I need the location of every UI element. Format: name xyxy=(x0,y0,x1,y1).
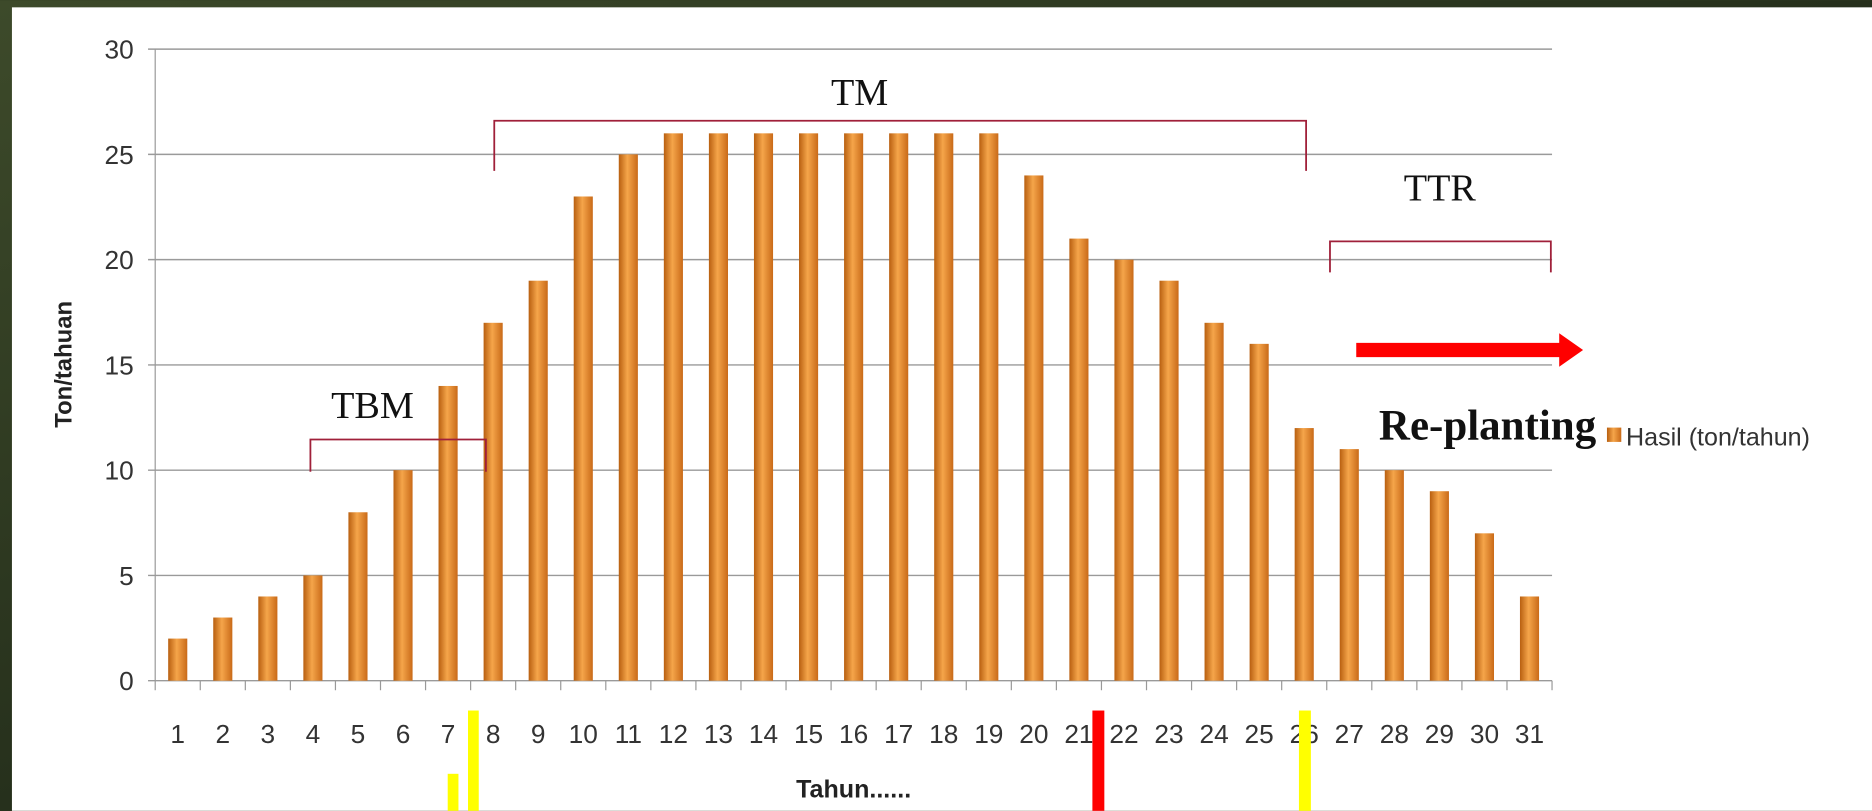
page: 0510152025301234567891011121314151617181… xyxy=(0,0,1872,811)
x-tick-label: 25 xyxy=(1245,719,1274,749)
bar xyxy=(1475,533,1494,680)
marker xyxy=(1092,711,1104,811)
bar xyxy=(619,154,638,680)
bar xyxy=(258,596,277,680)
bar xyxy=(1069,239,1088,681)
bar xyxy=(709,133,728,680)
bar xyxy=(934,133,953,680)
bar xyxy=(393,470,412,681)
y-tick-label: 15 xyxy=(105,350,134,380)
y-tick-label: 30 xyxy=(105,35,134,65)
x-tick-label: 16 xyxy=(839,719,868,749)
bar xyxy=(213,618,232,681)
x-tick-label: 30 xyxy=(1470,719,1499,749)
y-tick-label: 20 xyxy=(105,245,134,275)
bar xyxy=(574,196,593,680)
y-tick-label: 5 xyxy=(119,561,134,591)
x-tick-label: 23 xyxy=(1154,719,1183,749)
x-tick-label: 22 xyxy=(1109,719,1138,749)
marker xyxy=(468,711,479,811)
x-tick-label: 8 xyxy=(486,719,501,749)
bar xyxy=(439,386,458,681)
bar xyxy=(1114,260,1133,681)
tbm-label: TBM xyxy=(331,385,414,427)
x-tick-label: 4 xyxy=(306,719,321,749)
x-tick-label: 19 xyxy=(974,719,1003,749)
chart: 0510152025301234567891011121314151617181… xyxy=(0,0,1872,811)
bar xyxy=(844,133,863,680)
marker xyxy=(448,774,459,811)
x-axis-label: Tahun...... xyxy=(796,776,911,804)
x-tick-label: 12 xyxy=(659,719,688,749)
x-tick-label: 17 xyxy=(884,719,913,749)
tm-label: TM xyxy=(831,72,888,114)
bar xyxy=(1159,281,1178,681)
marker xyxy=(1299,711,1311,811)
x-tick-label: 28 xyxy=(1380,719,1409,749)
x-tick-label: 5 xyxy=(351,719,366,749)
replanting-label: Re-planting xyxy=(1379,403,1597,450)
x-tick-label: 3 xyxy=(261,719,276,749)
x-tick-label: 1 xyxy=(170,719,185,749)
bar xyxy=(664,133,683,680)
x-tick-label: 9 xyxy=(531,719,546,749)
bar xyxy=(1295,428,1314,681)
x-tick-label: 14 xyxy=(749,719,778,749)
bar xyxy=(1205,323,1224,681)
x-tick-label: 11 xyxy=(615,719,642,749)
bar xyxy=(168,639,187,681)
bar xyxy=(348,512,367,680)
x-tick-label: 15 xyxy=(794,719,823,749)
ttr-label: TTR xyxy=(1404,168,1477,210)
x-tick-label: 29 xyxy=(1425,719,1454,749)
y-tick-label: 0 xyxy=(119,666,134,696)
x-tick-label: 6 xyxy=(396,719,411,749)
x-tick-label: 10 xyxy=(569,719,598,749)
x-tick-label: 27 xyxy=(1335,719,1364,749)
x-tick-label: 2 xyxy=(215,719,230,749)
x-tick-label: 21 xyxy=(1064,719,1093,749)
bar xyxy=(1250,344,1269,681)
bar xyxy=(303,575,322,680)
bar xyxy=(1520,596,1539,680)
legend-swatch xyxy=(1607,428,1621,442)
y-tick-label: 10 xyxy=(105,456,134,486)
bar xyxy=(754,133,773,680)
bar xyxy=(1340,449,1359,681)
y-axis-label: Ton/tahuan xyxy=(51,301,78,428)
x-tick-label: 13 xyxy=(704,719,733,749)
bar xyxy=(1024,175,1043,680)
bar xyxy=(1430,491,1449,680)
x-tick-label: 18 xyxy=(929,719,958,749)
y-tick-label: 25 xyxy=(105,140,134,170)
x-tick-label: 20 xyxy=(1019,719,1048,749)
bar xyxy=(484,323,503,681)
x-tick-label: 24 xyxy=(1199,719,1228,749)
x-tick-label: 7 xyxy=(441,719,456,749)
bar xyxy=(889,133,908,680)
bar xyxy=(529,281,548,681)
x-tick-label: 31 xyxy=(1515,719,1544,749)
bar xyxy=(799,133,818,680)
bar xyxy=(1385,470,1404,681)
bar xyxy=(979,133,998,680)
legend-label: Hasil (ton/tahun) xyxy=(1626,423,1810,451)
